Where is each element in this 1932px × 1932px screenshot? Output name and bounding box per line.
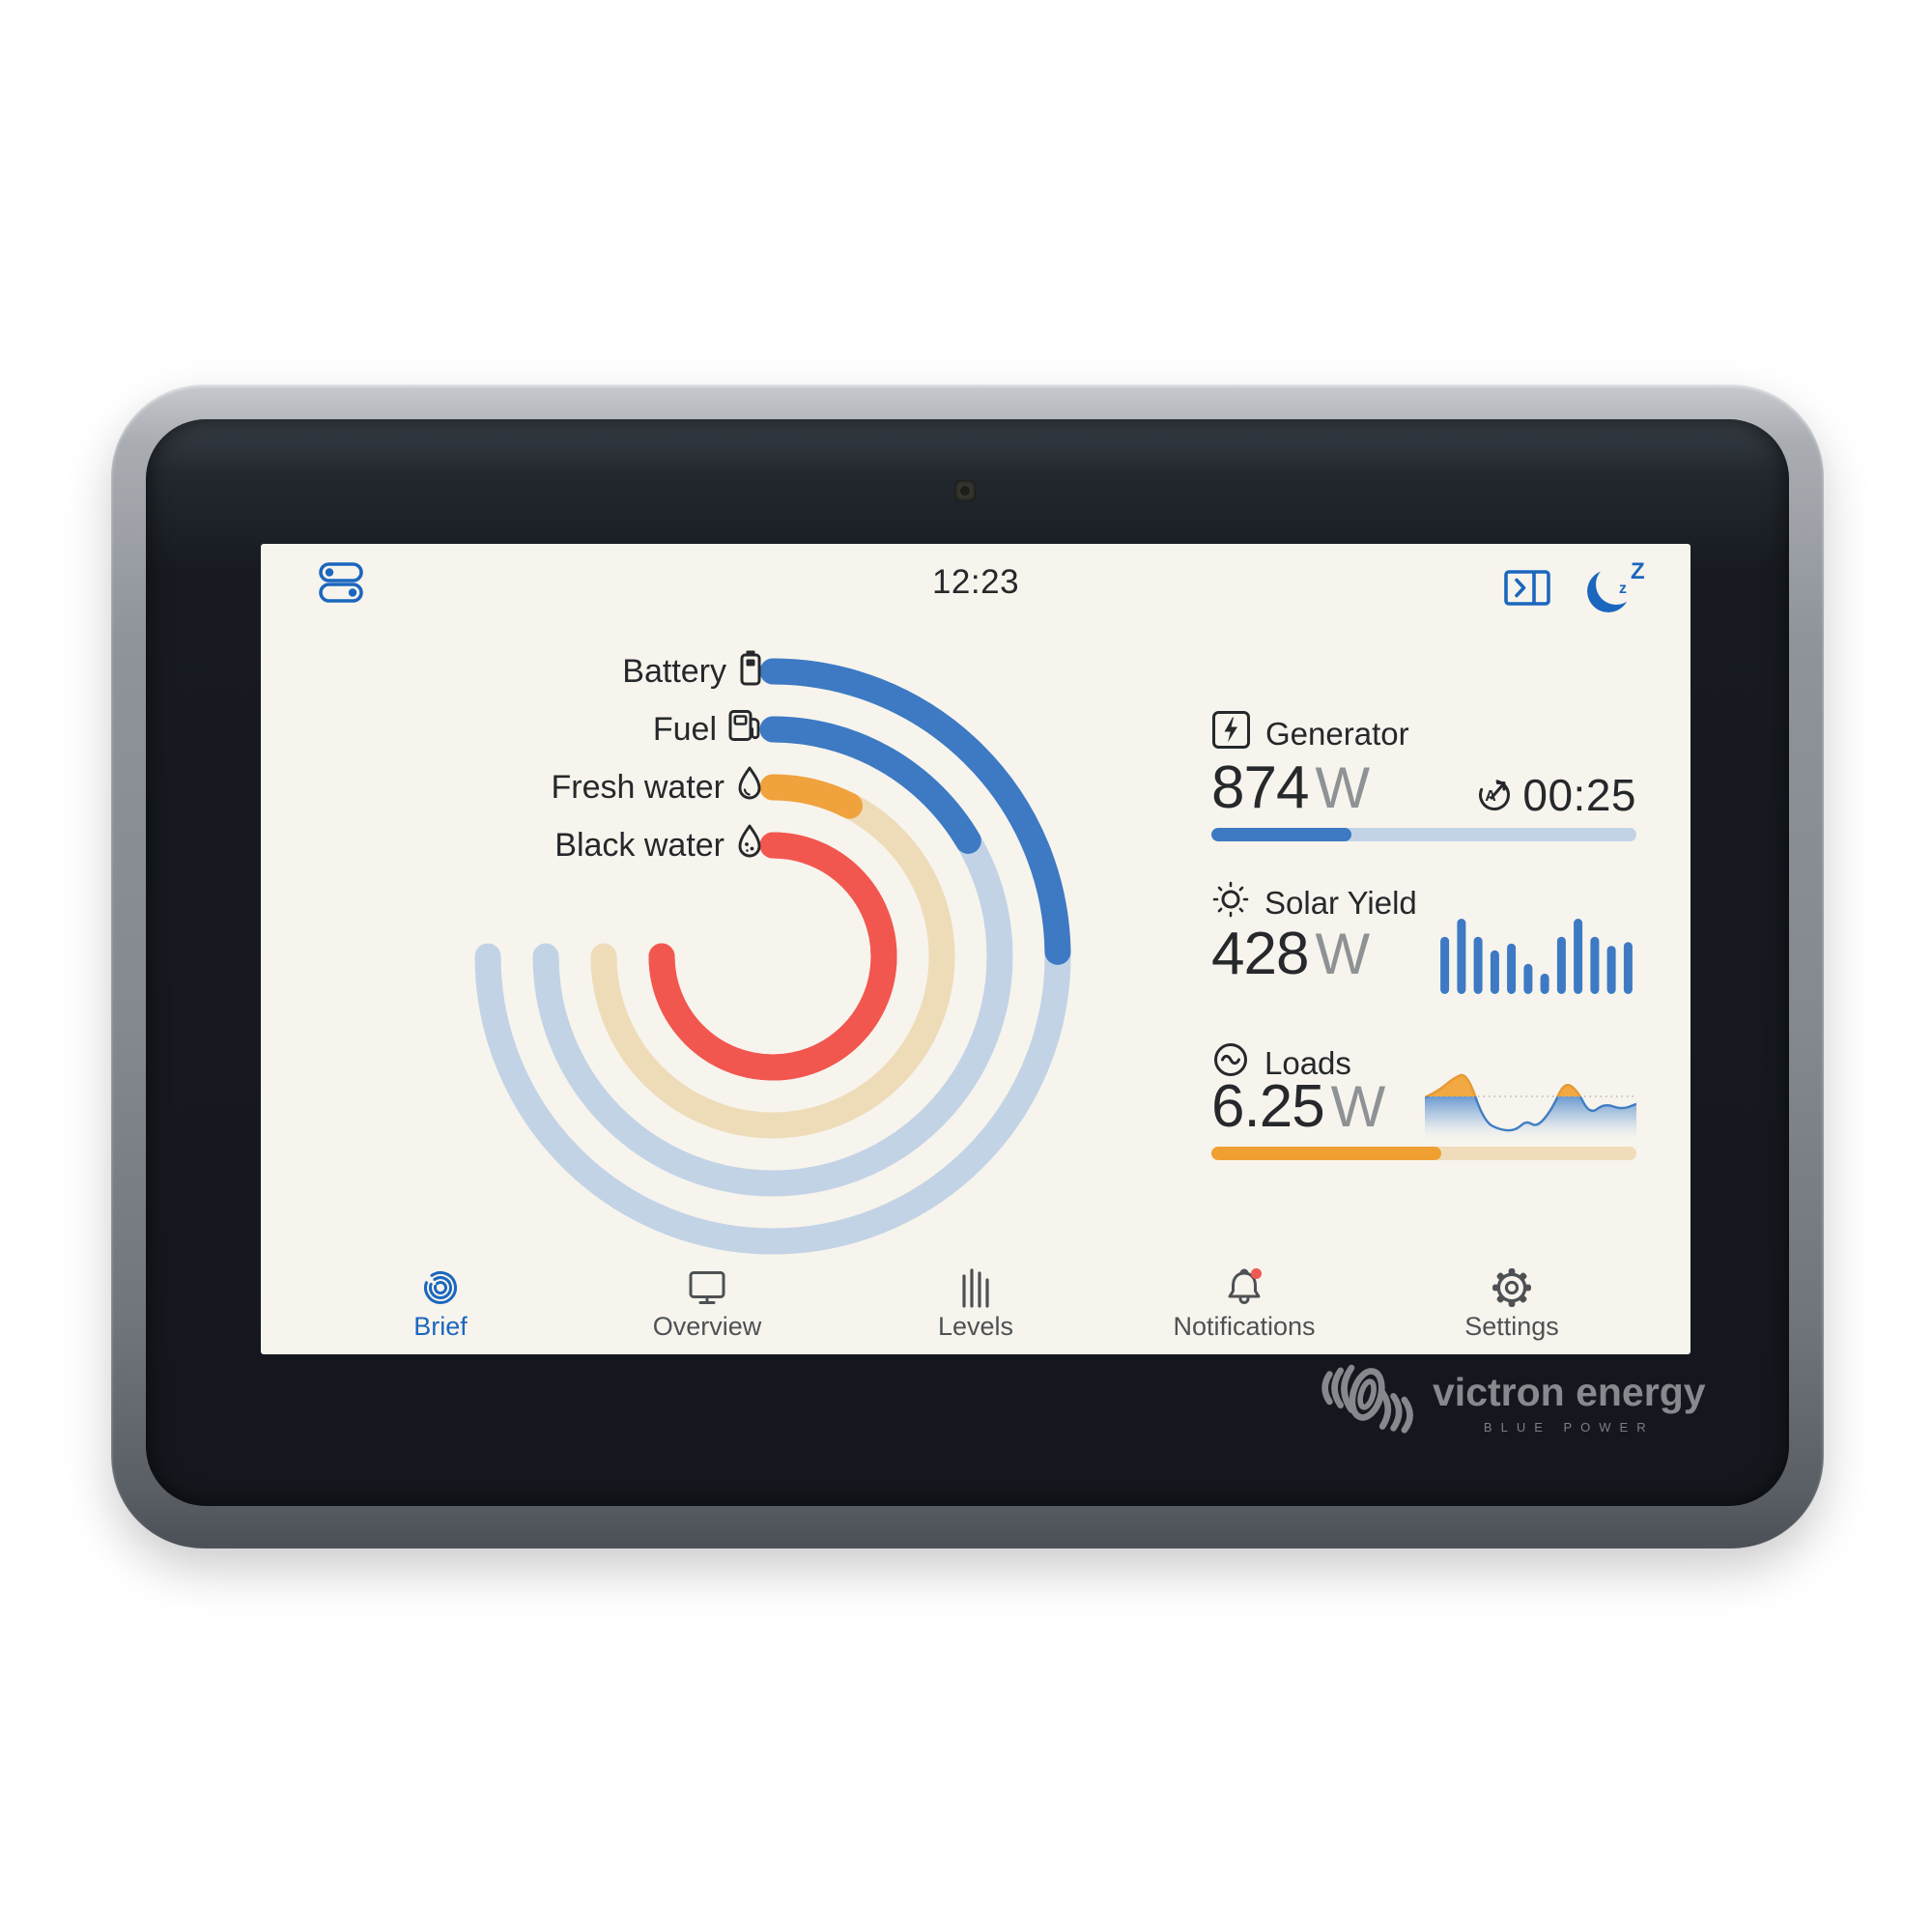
loads-unit: W	[1330, 1074, 1386, 1139]
gauge-label-battery: Battery	[261, 650, 763, 691]
generator-progress-track	[1211, 828, 1636, 841]
panel-expand-icon[interactable]	[1504, 570, 1550, 606]
gauge-label-text: Fresh water	[551, 768, 725, 806]
battery-icon	[738, 649, 763, 695]
loads-value: 6.25 W	[1211, 1077, 1385, 1137]
notifications-bell-icon	[1223, 1266, 1265, 1309]
gauge-label-text: Fuel	[652, 710, 717, 748]
nav-item-brief[interactable]: Brief	[334, 1266, 547, 1342]
gauge-label-fresh-water: Fresh water	[261, 765, 763, 810]
solar-watts: 428	[1211, 921, 1309, 987]
fresh-water-drop-icon	[736, 765, 763, 810]
autostart-timer-icon: A	[1474, 773, 1515, 818]
gauge-label-black-water: Black water	[261, 823, 763, 868]
svg-text:Z: Z	[1631, 559, 1645, 584]
solar-label: Solar Yield	[1264, 885, 1417, 921]
nav-item-levels[interactable]: Levels	[869, 1266, 1082, 1342]
generator-watts: 874	[1211, 754, 1309, 821]
sun-icon	[1211, 880, 1250, 926]
solar-bar-chart	[1440, 919, 1633, 994]
solar-unit: W	[1315, 922, 1371, 986]
notification-badge	[1251, 1268, 1262, 1279]
generator-header: Generator	[1211, 710, 1409, 757]
nav-label: Overview	[652, 1312, 762, 1341]
brief-icon	[419, 1266, 462, 1309]
settings-gear-icon	[1492, 1266, 1532, 1309]
generator-value: 874 W	[1211, 758, 1370, 818]
device-frame: 12:23 z Z	[111, 384, 1824, 1548]
summary-panel: Generator 874 W A 00:25	[1211, 544, 1636, 1354]
generator-progress-fill	[1211, 828, 1352, 841]
ac-loads-icon	[1211, 1040, 1250, 1087]
nav-label: Brief	[413, 1312, 468, 1341]
camera-dot	[954, 480, 976, 501]
generator-unit: W	[1315, 755, 1371, 820]
nav-item-notifications[interactable]: Notifications	[1138, 1266, 1350, 1342]
nav-label: Notifications	[1173, 1312, 1316, 1341]
loads-progress-track	[1211, 1147, 1636, 1160]
nav-item-settings[interactable]: Settings	[1406, 1266, 1618, 1342]
svg-text:A: A	[1486, 788, 1497, 805]
loads-watts: 6.25	[1211, 1073, 1325, 1140]
black-water-drop-icon	[736, 823, 763, 868]
loads-progress-fill	[1211, 1147, 1441, 1160]
victron-logo-name: victron energy	[1433, 1369, 1706, 1414]
solar-value: 428 W	[1211, 924, 1370, 984]
levels-icon	[959, 1266, 992, 1309]
fuel-pump-icon	[728, 707, 763, 753]
solar-header: Solar Yield	[1211, 880, 1417, 926]
clock-time: 12:23	[931, 563, 1020, 601]
generator-icon	[1211, 710, 1251, 757]
overview-icon	[688, 1266, 726, 1309]
gauge-arcs-chart	[474, 658, 1071, 1255]
generator-label: Generator	[1265, 715, 1409, 752]
victron-logo-tagline: BLUE POWER	[1483, 1419, 1655, 1435]
victron-logo: victron energy BLUE POWER	[1319, 1364, 1706, 1439]
gauge-label-text: Black water	[554, 826, 724, 864]
gauge-label-fuel: Fuel	[261, 709, 763, 749]
nav-item-overview[interactable]: Overview	[601, 1266, 813, 1342]
generator-runtime: 00:25	[1522, 770, 1636, 820]
victron-logo-mark	[1321, 1364, 1413, 1434]
nav-label: Settings	[1464, 1312, 1559, 1341]
svg-text:z: z	[1619, 581, 1627, 597]
nav-label: Levels	[937, 1312, 1014, 1341]
screen: 12:23 z Z	[261, 544, 1690, 1354]
loads-label: Loads	[1264, 1045, 1351, 1081]
menu-toggles-icon[interactable]	[319, 561, 363, 604]
generator-timer: A 00:25	[1474, 770, 1636, 820]
gauge-label-text: Battery	[622, 652, 726, 690]
loads-area-chart	[1425, 1073, 1636, 1142]
loads-header: Loads	[1211, 1040, 1351, 1087]
sleep-moon-icon[interactable]: z Z	[1582, 558, 1656, 615]
